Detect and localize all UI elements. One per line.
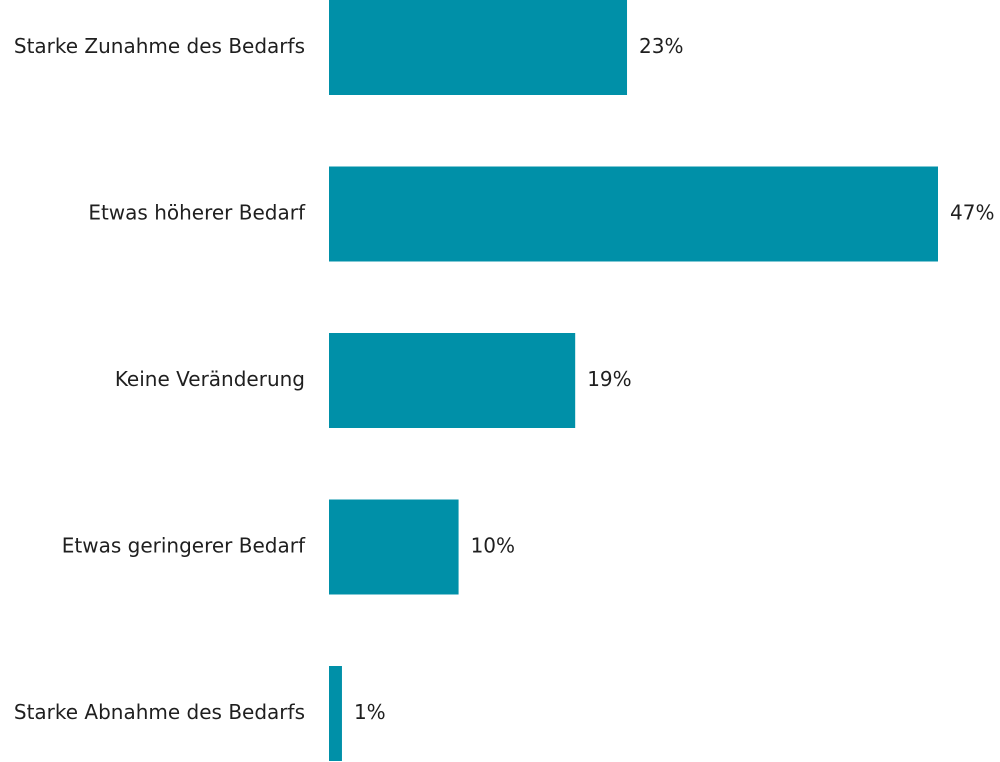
- category-label-4: Etwas geringerer Bedarf: [62, 534, 306, 558]
- value-labels: 23% 47% 19% 10% 1%: [354, 34, 994, 724]
- value-label-2: 47%: [950, 201, 994, 225]
- value-label-4: 10%: [471, 534, 515, 558]
- value-label-5: 1%: [354, 700, 386, 724]
- category-label-2: Etwas höherer Bedarf: [88, 201, 306, 225]
- category-label-3: Keine Veränderung: [115, 367, 305, 391]
- value-label-1: 23%: [639, 34, 683, 58]
- value-label-3: 19%: [587, 367, 631, 391]
- category-label-1: Starke Zunahme des Bedarfs: [14, 34, 305, 58]
- bar-5: [329, 666, 342, 761]
- category-labels: Starke Zunahme des Bedarfs Etwas höherer …: [14, 34, 306, 724]
- bar-4: [329, 499, 459, 595]
- bar-1: [329, 0, 628, 95]
- bar-2: [329, 166, 938, 262]
- category-label-5: Starke Abnahme des Bedarfs: [14, 700, 305, 724]
- bars-layer: [329, 0, 938, 761]
- bar-3: [329, 333, 576, 428]
